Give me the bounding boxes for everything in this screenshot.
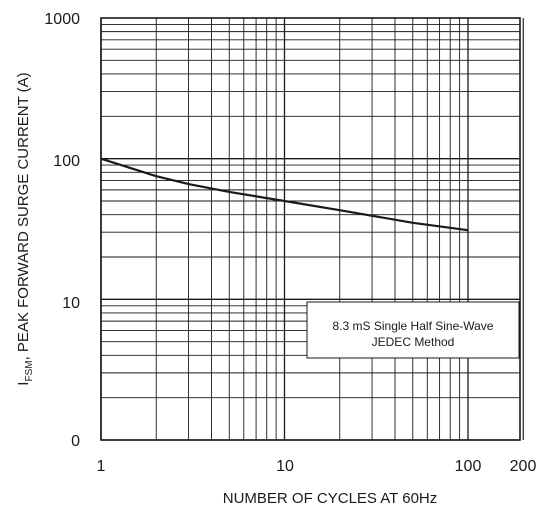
- y-tick-label-1000: 1000: [44, 11, 80, 28]
- y-axis-label-suffix: , PEAK FORWARD SURGE CURRENT (A): [15, 72, 32, 360]
- annotation-box: 8.3 mS Single Half Sine-Wave JEDEC Metho…: [306, 301, 520, 359]
- x-tick-label-200: 200: [510, 458, 537, 475]
- y-axis-label-prefix: I: [15, 382, 32, 386]
- y-axis-label: IFSM, PEAK FORWARD SURGE CURRENT (A): [15, 72, 35, 385]
- y-tick-label-100: 100: [53, 153, 80, 170]
- y-tick-label-0: 0: [71, 433, 80, 450]
- plot-frame: [100, 17, 521, 441]
- x-tick-label-1: 1: [97, 458, 106, 475]
- y-axis-label-subscript: FSM: [24, 360, 35, 381]
- annotation-line-1: 8.3 mS Single Half Sine-Wave: [333, 319, 494, 333]
- x-tick-label-10: 10: [276, 458, 294, 475]
- surge-current-curve: [100, 157, 469, 232]
- x-tick-label-100: 100: [455, 458, 482, 475]
- annotation-line-2: JEDEC Method: [372, 335, 455, 349]
- y-tick-label-10: 10: [62, 295, 80, 312]
- x-axis-label: NUMBER OF CYCLES AT 60Hz: [223, 490, 438, 507]
